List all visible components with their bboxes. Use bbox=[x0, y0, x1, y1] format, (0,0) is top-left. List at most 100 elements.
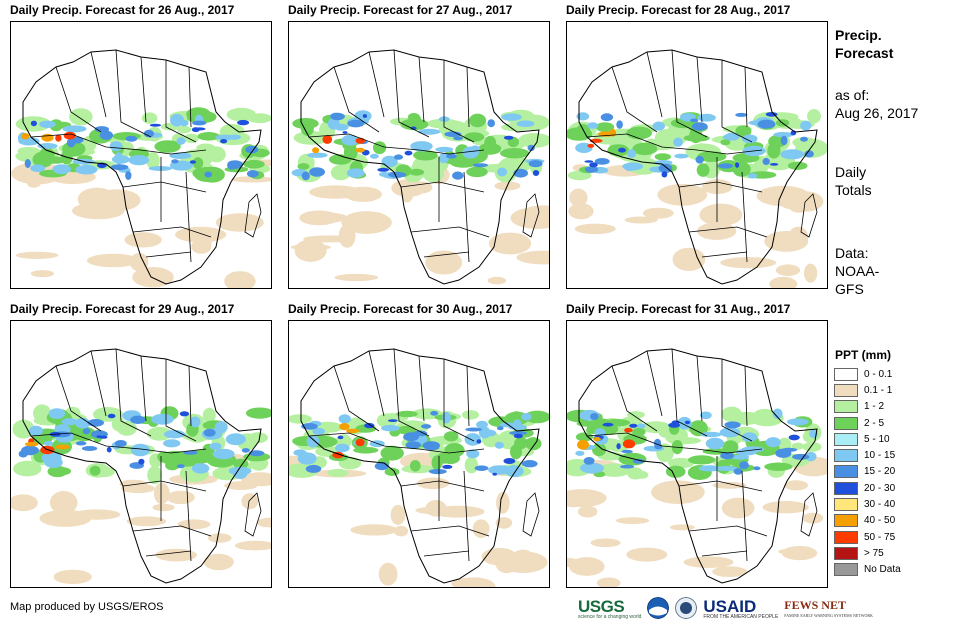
light-precip-area bbox=[203, 553, 234, 571]
rain-area bbox=[442, 464, 453, 469]
rain-area bbox=[584, 160, 594, 163]
heavy-rain-cell bbox=[355, 438, 365, 447]
rain-area bbox=[87, 419, 105, 427]
rain-area bbox=[494, 441, 504, 449]
rain-area bbox=[590, 413, 599, 420]
light-precip-area bbox=[256, 517, 271, 528]
rain-area bbox=[413, 150, 438, 161]
rain-area bbox=[487, 119, 495, 128]
light-precip-area bbox=[781, 546, 818, 561]
light-precip-area bbox=[769, 276, 798, 288]
country-border bbox=[701, 550, 748, 557]
legend-item: 2 - 5 bbox=[834, 415, 901, 431]
rain-area bbox=[594, 158, 610, 165]
rain-area bbox=[733, 468, 743, 475]
rain-area bbox=[442, 412, 451, 424]
rain-area bbox=[592, 443, 607, 457]
as-of-date: Aug 26, 2017 bbox=[835, 105, 919, 121]
panel-title: Daily Precip. Forecast for 30 Aug., 2017 bbox=[288, 302, 513, 316]
precip-map bbox=[566, 320, 828, 588]
rain-area bbox=[39, 147, 55, 162]
rain-area bbox=[12, 419, 35, 439]
light-precip-area bbox=[177, 519, 211, 530]
rain-area bbox=[106, 446, 112, 453]
rain-area bbox=[435, 146, 454, 153]
precip-map bbox=[288, 21, 550, 289]
rain-area bbox=[741, 134, 758, 144]
rain-area bbox=[527, 144, 535, 152]
light-precip-area bbox=[207, 533, 232, 543]
country-border bbox=[30, 432, 207, 454]
rain-area bbox=[151, 413, 174, 425]
usgs-logo-text: USGS bbox=[578, 596, 625, 616]
map-svg bbox=[290, 49, 549, 285]
rain-area bbox=[61, 418, 78, 426]
light-precip-area bbox=[215, 213, 264, 232]
rain-area bbox=[627, 411, 645, 419]
legend-swatch bbox=[834, 465, 858, 479]
rain-area bbox=[532, 170, 540, 176]
usaid-logo: USAID FROM THE AMERICAN PEOPLE bbox=[703, 597, 778, 620]
rain-area bbox=[469, 113, 487, 128]
country-border bbox=[333, 66, 380, 133]
panel-title: Daily Precip. Forecast for 28 Aug., 2017 bbox=[566, 3, 791, 17]
light-precip-area bbox=[11, 162, 64, 185]
rain-area bbox=[695, 155, 704, 164]
rain-area bbox=[204, 171, 213, 178]
rain-area bbox=[107, 413, 116, 419]
rain-area bbox=[381, 424, 400, 432]
rain-area bbox=[767, 142, 781, 159]
legend-label: 1 - 2 bbox=[864, 401, 885, 413]
heading-line-2: Forecast bbox=[835, 45, 894, 61]
country-border bbox=[671, 348, 708, 437]
country-border bbox=[140, 355, 147, 422]
rain-area bbox=[791, 442, 805, 450]
rain-area bbox=[616, 120, 623, 129]
light-precip-area bbox=[15, 251, 59, 259]
rain-area bbox=[441, 452, 460, 465]
legend-item: 0.1 - 1 bbox=[834, 382, 901, 398]
usgs-tagline: science for a changing world bbox=[578, 613, 642, 620]
rain-area bbox=[94, 126, 110, 133]
rain-area bbox=[661, 171, 668, 178]
light-precip-area bbox=[567, 489, 607, 508]
rain-area bbox=[197, 132, 220, 141]
rain-area bbox=[503, 135, 514, 140]
light-precip-area bbox=[299, 210, 339, 226]
precip-map bbox=[566, 21, 828, 289]
rain-area bbox=[410, 141, 433, 152]
fews-net-logo-text: FEWS NET bbox=[784, 598, 846, 612]
rain-area bbox=[199, 166, 225, 183]
rain-area bbox=[430, 410, 439, 416]
rain-area bbox=[500, 148, 530, 159]
rain-area bbox=[183, 450, 198, 455]
light-precip-area bbox=[294, 239, 327, 262]
rain-area bbox=[184, 133, 199, 144]
heavy-rain-cell bbox=[55, 444, 70, 450]
rain-area bbox=[191, 127, 200, 133]
legend-label: 0 - 0.1 bbox=[864, 368, 893, 380]
rain-area bbox=[370, 153, 379, 159]
country-border bbox=[443, 359, 475, 442]
heading-line-1: Precip. bbox=[835, 27, 882, 43]
legend-label: 50 - 75 bbox=[864, 531, 896, 543]
country-border bbox=[646, 51, 663, 118]
rain-area bbox=[289, 414, 312, 424]
light-precip-area bbox=[30, 270, 54, 278]
country-border bbox=[688, 226, 768, 238]
rain-area bbox=[636, 423, 646, 429]
rain-area bbox=[800, 136, 808, 142]
light-precip-area bbox=[596, 577, 621, 587]
legend-label: 5 - 10 bbox=[864, 433, 890, 445]
rain-area bbox=[381, 155, 398, 168]
rain-area bbox=[501, 113, 522, 121]
rain-area bbox=[431, 455, 443, 470]
rain-area bbox=[691, 122, 708, 131]
rain-area bbox=[698, 465, 722, 472]
country-border bbox=[140, 56, 147, 123]
rain-area bbox=[696, 163, 710, 177]
rain-area bbox=[52, 164, 71, 175]
rain-area bbox=[227, 160, 243, 169]
rain-area bbox=[377, 167, 390, 172]
rain-area bbox=[312, 427, 325, 435]
